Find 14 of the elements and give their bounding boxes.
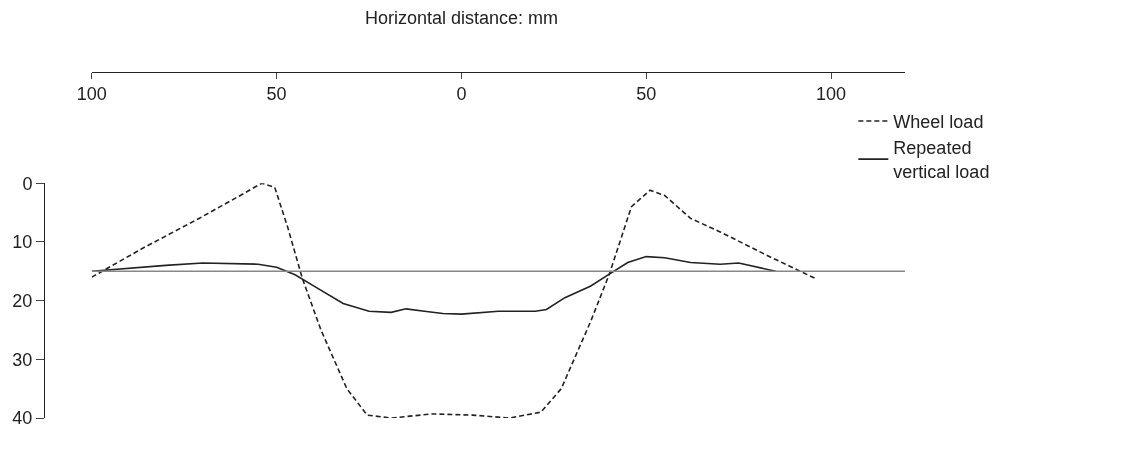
y-tick-label: 40 (12, 408, 33, 429)
line-series (91, 183, 818, 419)
y-tick-label: 20 (12, 290, 33, 311)
y-tick-label: 10 (12, 232, 33, 253)
x-tick-label: 0 (456, 84, 467, 105)
x-axis-title: Horizontal distance: mm (365, 8, 559, 28)
y-tick-label: 0 (22, 173, 33, 194)
x-tick-label: 100 (76, 84, 107, 105)
x-tick-label: 50 (636, 84, 657, 105)
legend-label: Repeated vertical load (893, 138, 990, 182)
legend-label: Wheel load (893, 112, 984, 133)
x-tick-label: 100 (816, 84, 847, 105)
x-tick-label: 50 (266, 84, 287, 105)
y-tick-label: 30 (12, 349, 33, 370)
